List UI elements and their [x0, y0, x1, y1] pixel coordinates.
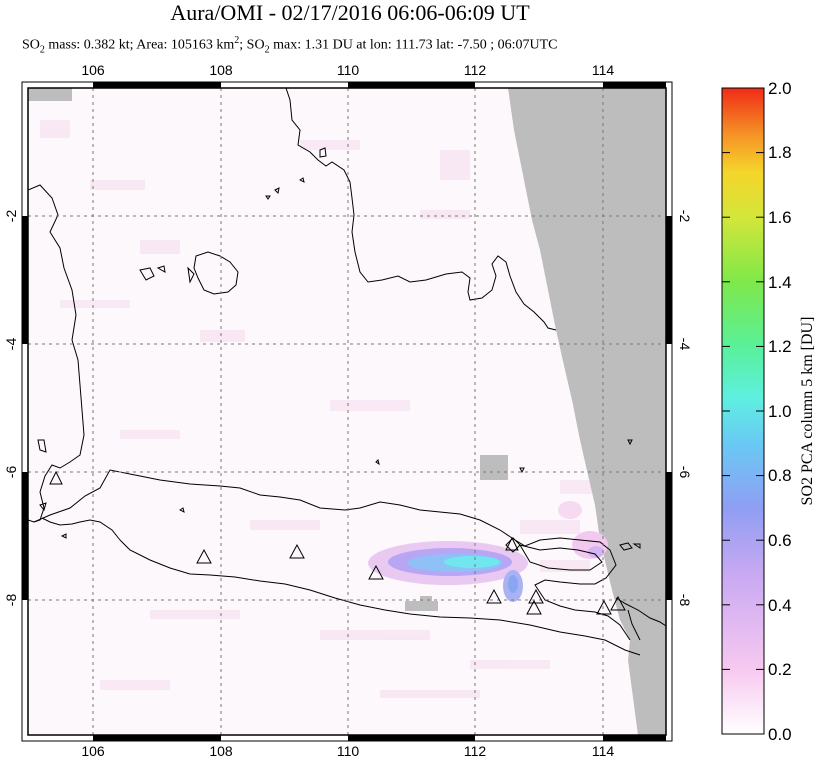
no-data-regions: [28, 88, 666, 735]
coastlines: [28, 88, 666, 656]
lat-label-right: -6: [677, 466, 693, 479]
map-title: Aura/OMI - 02/17/2016 06:06-06:09 UT: [170, 0, 530, 25]
volcano-marker: [528, 588, 544, 604]
lon-label-top: 108: [209, 62, 233, 78]
lon-label-top: 110: [337, 62, 360, 78]
lon-label-bottom: 112: [464, 743, 487, 759]
background-noise: [40, 120, 600, 698]
map-subtitle: SO2 mass: 0.382 kt; Area: 105163 km2; SO…: [22, 35, 558, 56]
lat-label-left: -8: [3, 594, 19, 607]
lat-label-left: -6: [3, 466, 19, 479]
map-frame: [27, 87, 667, 736]
lon-label-bottom: 106: [81, 743, 105, 759]
volcano-marker: [610, 595, 626, 611]
lat-label-right: -4: [677, 338, 693, 351]
lat-label-left: -4: [3, 338, 19, 351]
volcano-marker: [289, 543, 305, 559]
lon-label-top: 114: [592, 62, 615, 78]
lon-label-top: 112: [464, 62, 487, 78]
volcano-marker: [505, 536, 519, 551]
so2-plume: [368, 501, 608, 602]
volcano-marker: [49, 470, 63, 485]
volcano-markers: [49, 470, 626, 615]
volcano-marker: [505, 537, 521, 553]
graticule: [28, 88, 666, 735]
lat-label-left: -2: [3, 210, 19, 223]
volcano-marker: [526, 599, 542, 615]
lon-label-bottom: 108: [209, 743, 233, 759]
volcano-marker: [368, 564, 384, 580]
lon-label-bottom: 114: [592, 743, 615, 759]
lon-label-top: 106: [81, 62, 105, 78]
map-frame-ticks: [22, 82, 672, 741]
volcano-marker: [196, 548, 212, 564]
volcano-marker: [596, 599, 612, 615]
lat-label-right: -8: [677, 594, 693, 607]
lon-label-bottom: 110: [337, 743, 360, 759]
lat-label-right: -2: [677, 210, 693, 223]
volcano-marker: [486, 588, 502, 604]
